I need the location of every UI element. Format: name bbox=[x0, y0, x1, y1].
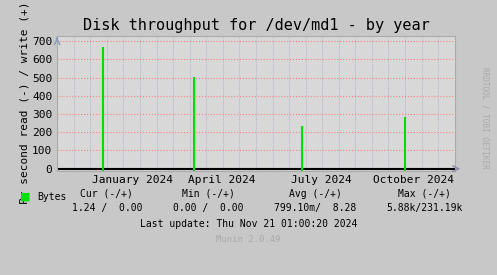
Text: ■: ■ bbox=[20, 192, 30, 202]
Text: Last update: Thu Nov 21 01:00:20 2024: Last update: Thu Nov 21 01:00:20 2024 bbox=[140, 219, 357, 229]
Title: Disk throughput for /dev/md1 - by year: Disk throughput for /dev/md1 - by year bbox=[83, 18, 429, 33]
Text: 5.88k/231.19k: 5.88k/231.19k bbox=[387, 203, 463, 213]
Text: Cur (-/+): Cur (-/+) bbox=[81, 189, 133, 199]
Text: Avg (-/+): Avg (-/+) bbox=[289, 189, 342, 199]
Text: 1.24 /  0.00: 1.24 / 0.00 bbox=[72, 203, 142, 213]
Text: RRDTOOL / TOBI OETIKER: RRDTOOL / TOBI OETIKER bbox=[480, 67, 489, 169]
Text: Min (-/+): Min (-/+) bbox=[182, 189, 235, 199]
Text: 799.10m/  8.28: 799.10m/ 8.28 bbox=[274, 203, 357, 213]
Text: 0.00 /  0.00: 0.00 / 0.00 bbox=[173, 203, 244, 213]
Text: Munin 2.0.49: Munin 2.0.49 bbox=[216, 235, 281, 244]
Text: Bytes: Bytes bbox=[37, 192, 67, 202]
Text: Max (-/+): Max (-/+) bbox=[399, 189, 451, 199]
Y-axis label: Pr second read (-) / write (+): Pr second read (-) / write (+) bbox=[19, 2, 29, 204]
